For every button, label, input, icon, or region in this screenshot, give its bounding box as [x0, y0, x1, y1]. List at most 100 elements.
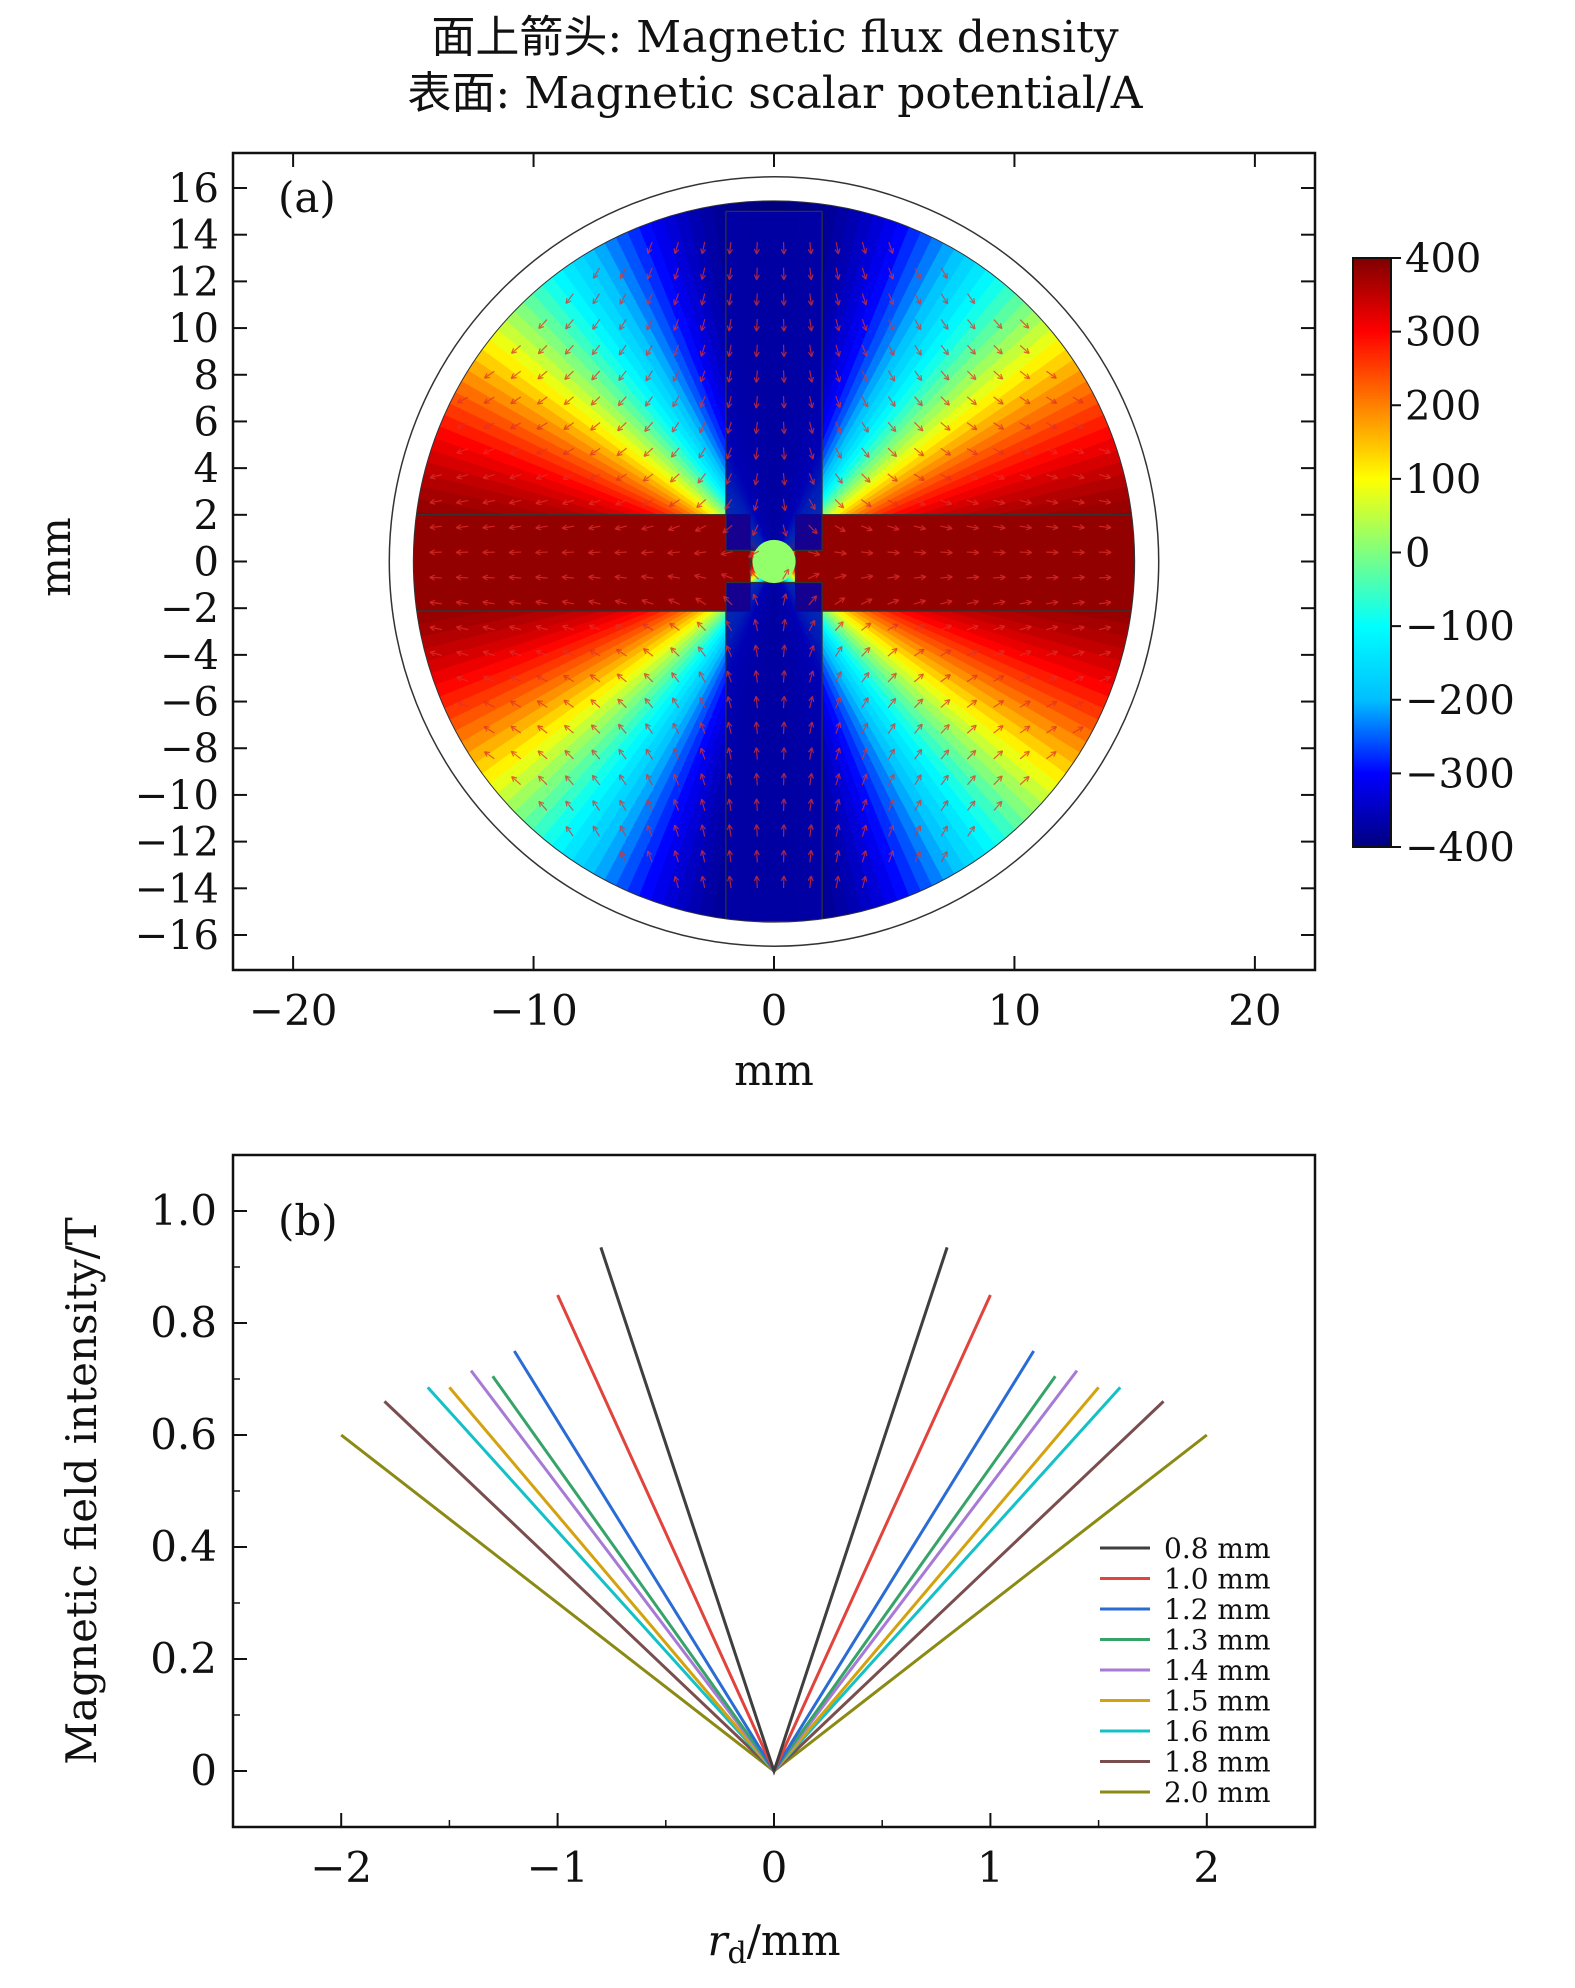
flux-arrow	[940, 724, 950, 734]
potential-sector	[774, 561, 1089, 785]
flux-arrow	[1019, 650, 1032, 657]
flux-arrow	[537, 370, 548, 380]
flux-arrow	[667, 549, 680, 556]
flux-arrow	[482, 473, 495, 480]
potential-sector	[774, 561, 1096, 774]
flux-arrow	[835, 395, 842, 409]
flux-arrow	[887, 748, 896, 760]
flux-arrow	[834, 473, 843, 484]
x-label-symbol: r	[707, 1916, 730, 1965]
potential-sector	[520, 561, 774, 853]
flux-arrow	[940, 293, 949, 305]
flux-arrow	[835, 773, 841, 786]
flux-arrow	[429, 524, 442, 531]
flux-arrow	[694, 573, 707, 580]
flux-arrow	[537, 725, 548, 734]
flux-arrow	[780, 772, 787, 786]
y-tick-label: 12	[168, 259, 219, 305]
flux-arrow	[887, 447, 898, 458]
flux-arrow	[615, 624, 628, 631]
flux-arrow	[808, 370, 815, 383]
flux-arrow	[780, 267, 787, 281]
flux-arrow	[966, 473, 979, 481]
potential-sector	[774, 239, 986, 562]
flux-arrow	[646, 293, 653, 306]
flux-arrow	[669, 622, 680, 631]
potential-sector	[561, 240, 774, 562]
flux-arrow	[993, 675, 1005, 683]
flux-arrow	[508, 574, 522, 581]
flux-arrow	[781, 447, 788, 460]
flux-arrow	[861, 747, 868, 760]
flux-arrow	[966, 775, 976, 786]
flux-arrow	[670, 647, 680, 657]
flux-arrow	[1019, 549, 1033, 556]
flux-arrow	[1046, 700, 1058, 708]
flux-arrow	[781, 670, 788, 683]
potential-sector	[474, 318, 774, 562]
flux-arrow	[1046, 599, 1059, 606]
flux-arrow	[861, 722, 869, 734]
flux-arrow	[508, 599, 522, 606]
potential-sector	[774, 561, 1019, 860]
flux-arrow	[887, 370, 896, 382]
potential-sector	[774, 561, 1029, 852]
flux-arrow	[835, 447, 842, 459]
flux-arrow	[619, 319, 627, 331]
flux-arrow	[482, 448, 495, 455]
flux-arrow	[1072, 726, 1084, 734]
flux-arrow	[807, 798, 814, 812]
flux-arrow	[861, 850, 868, 863]
flux-arrow	[835, 696, 842, 709]
legend-label: 1.2 mm	[1164, 1593, 1271, 1626]
flux-arrow	[726, 267, 733, 281]
potential-sector	[445, 360, 774, 562]
flux-arrow	[780, 747, 787, 760]
flux-arrow	[940, 698, 951, 709]
flux-arrow	[720, 550, 733, 557]
flux-arrow	[887, 396, 896, 407]
flux-arrow	[538, 319, 548, 330]
y-tick-label: −12	[135, 820, 219, 866]
flux-arrow	[914, 723, 923, 734]
flux-arrow	[698, 447, 706, 459]
flux-arrow	[455, 574, 469, 581]
potential-sector	[501, 561, 774, 835]
flux-arrow	[537, 750, 548, 760]
flux-arrow	[834, 267, 841, 280]
flux-arrow	[614, 524, 628, 531]
flux-arrow	[834, 498, 845, 509]
potential-sector	[452, 561, 774, 775]
y-tick-label: 0.6	[150, 1410, 217, 1459]
flux-arrow	[1046, 624, 1059, 631]
flux-arrow	[727, 241, 734, 255]
flux-arrow	[563, 422, 575, 431]
flux-arrow	[618, 748, 627, 760]
flux-arrow	[913, 524, 927, 531]
legend: 0.8 mm1.0 mm1.2 mm1.3 mm1.4 mm1.5 mm1.6 …	[1100, 1532, 1271, 1809]
panel-b-frame	[231, 1153, 1317, 1829]
flux-arrow	[646, 824, 653, 837]
flux-arrow	[588, 499, 601, 506]
flux-arrow	[888, 293, 895, 306]
legend-label: 1.6 mm	[1164, 1715, 1271, 1748]
flux-arrow	[455, 599, 469, 606]
flux-arrow	[1098, 473, 1112, 480]
flux-arrow	[1019, 574, 1033, 581]
legend-label: 1.3 mm	[1164, 1624, 1271, 1657]
flux-arrow	[887, 623, 899, 631]
potential-sector	[510, 280, 774, 562]
flux-arrow	[914, 748, 923, 760]
flux-arrow	[887, 722, 896, 734]
potential-sector	[550, 247, 774, 562]
x-tick-label: 2	[1193, 1843, 1220, 1892]
flux-arrow	[696, 621, 707, 632]
flux-arrow	[726, 849, 733, 863]
flux-arrow	[483, 422, 495, 429]
flux-arrow	[672, 722, 680, 734]
flux-arrow	[781, 473, 788, 486]
flux-arrow	[563, 699, 575, 708]
flux-arrow	[1098, 498, 1112, 505]
flux-arrow	[482, 549, 495, 556]
y-tick-label: 0.8	[150, 1298, 217, 1347]
